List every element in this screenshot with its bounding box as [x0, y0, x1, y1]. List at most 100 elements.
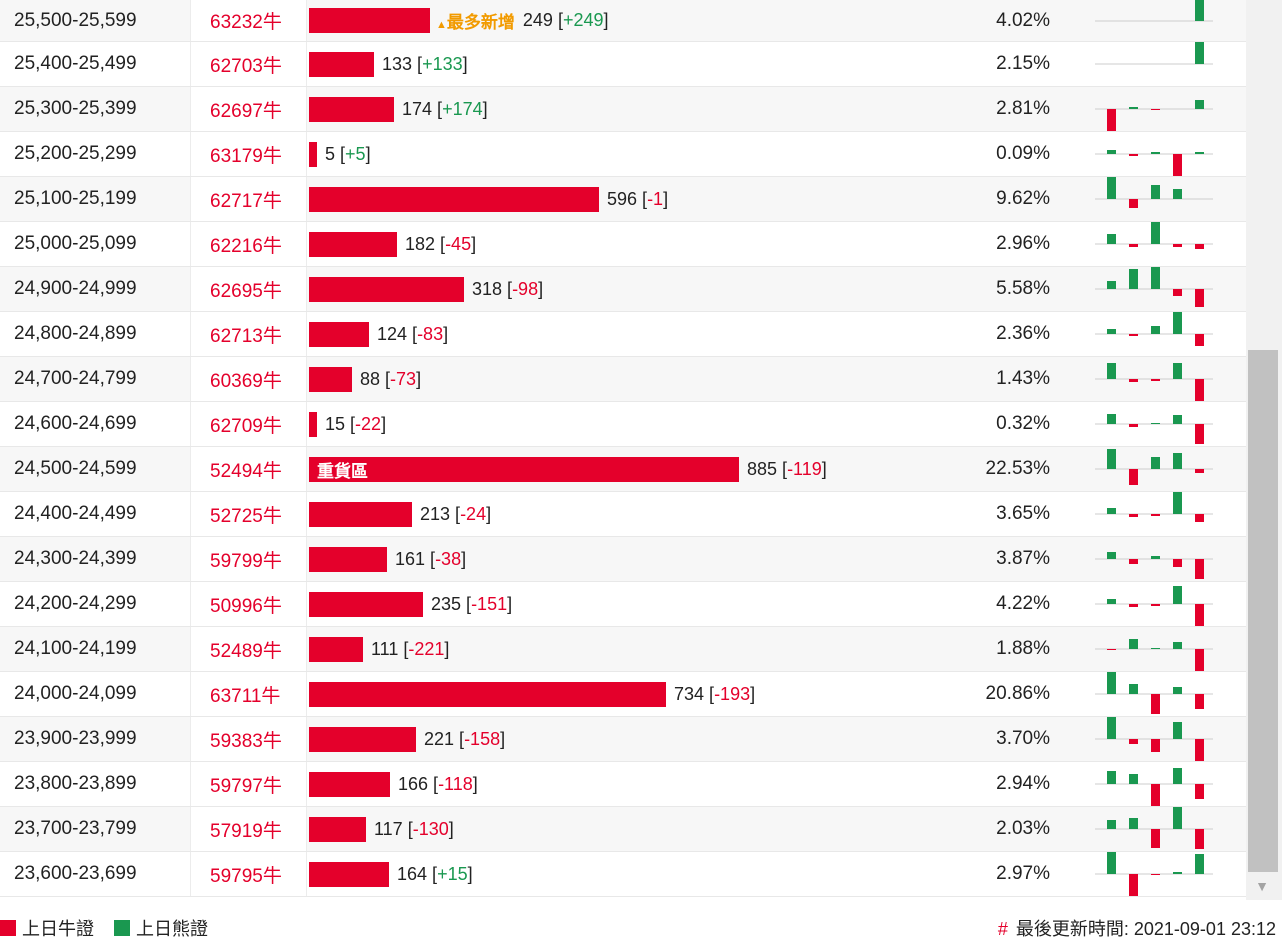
trend-sparkline: [1095, 267, 1215, 311]
sparkline-bar: [1129, 107, 1138, 109]
warrant-code-link[interactable]: 60369牛: [210, 370, 282, 392]
quantity-bar-cell: 88 [-73]: [309, 357, 421, 401]
warrant-code-link[interactable]: 63232牛: [210, 12, 282, 33]
quantity-bar-cell: 117 [-130]: [309, 807, 454, 851]
warrant-code-link[interactable]: 59799牛: [210, 550, 282, 572]
strike-range: 24,700-24,799: [14, 368, 137, 389]
warrant-code-link[interactable]: 62697牛: [210, 100, 282, 122]
scrollbar[interactable]: ▼: [1246, 0, 1282, 900]
table-row: 25,400-25,499 62703牛 133 [+133] 2.15%: [0, 42, 1246, 87]
quantity-bar: [309, 591, 423, 617]
warrant-code-link[interactable]: 62713牛: [210, 325, 282, 347]
trend-sparkline: [1095, 0, 1215, 41]
legend-bear-label: 上日熊證: [136, 919, 208, 939]
warrant-code-link[interactable]: 63179牛: [210, 145, 282, 167]
sparkline-bar: [1129, 199, 1138, 208]
warrant-code-link[interactable]: 62717牛: [210, 190, 282, 212]
bracket-open: [: [380, 368, 391, 389]
table-row: 24,900-24,999 62695牛 318 [-98] 5.58%: [0, 267, 1246, 312]
code-cell-bg: [190, 807, 307, 851]
bracket-open: [: [427, 863, 438, 884]
warrant-code-link[interactable]: 52489牛: [210, 640, 282, 662]
quantity-bar: [309, 276, 464, 302]
cbbc-distribution-table: 25,500-25,599 63232牛 ▲最多新增 249 [+249] 4.02% 2…: [0, 0, 1246, 897]
warrant-code-link[interactable]: 50996牛: [210, 595, 282, 617]
code-cell-bg: [190, 222, 307, 266]
bracket-open: [: [454, 728, 465, 749]
sparkline-bar: [1129, 244, 1138, 247]
sparkline-bar: [1195, 694, 1204, 709]
quantity-bar-cell: 221 [-158]: [309, 717, 505, 761]
table-row: 24,400-24,499 52725牛 213 [-24] 3.65%: [0, 492, 1246, 537]
quantity-bar: [309, 186, 599, 212]
sparkline-bar: [1107, 150, 1116, 154]
sparkline-bar: [1195, 559, 1204, 579]
percentage: 2.81%: [996, 98, 1050, 119]
sparkline-bar: [1151, 185, 1160, 199]
sparkline-bar: [1107, 234, 1116, 244]
percentage: 1.43%: [996, 368, 1050, 389]
code-cell-bg: [190, 312, 307, 356]
sparkline-bar: [1173, 687, 1182, 694]
change-value: -151: [471, 593, 508, 614]
bracket-close: ]: [486, 503, 492, 524]
quantity-value: 5: [325, 143, 336, 164]
percentage: 1.88%: [996, 638, 1050, 659]
warrant-code-link[interactable]: 52494牛: [210, 460, 282, 482]
sparkline-bar: [1107, 717, 1116, 739]
strike-range: 24,000-24,099: [14, 683, 137, 704]
quantity-bar-cell: 重貨區 885 [-119]: [309, 447, 827, 491]
sparkline-bar: [1173, 559, 1182, 567]
code-cell-bg: [190, 672, 307, 716]
bracket-close: ]: [482, 98, 488, 119]
scroll-down-arrow-icon[interactable]: ▼: [1255, 878, 1269, 894]
code-cell-bg: [190, 132, 307, 176]
percentage: 5.58%: [996, 278, 1050, 299]
warrant-code-link[interactable]: 63711牛: [210, 685, 281, 707]
table-row: 24,300-24,399 59799牛 161 [-38] 3.87%: [0, 537, 1246, 582]
warrant-code-link[interactable]: 59797牛: [210, 775, 282, 797]
bracket-open: [: [552, 10, 563, 30]
sparkline-bar: [1195, 784, 1204, 799]
sparkline-bar: [1173, 289, 1182, 296]
percentage: 2.03%: [996, 818, 1050, 839]
trend-sparkline: [1095, 42, 1215, 86]
warrant-code-link[interactable]: 57919牛: [210, 820, 282, 842]
quantity-change: 174 [+174]: [402, 99, 488, 120]
sparkline-bar: [1151, 784, 1160, 806]
sparkline-bar: [1173, 312, 1182, 334]
sparkline-bar: [1173, 363, 1182, 379]
strike-range: 24,300-24,399: [14, 548, 137, 569]
warrant-code-link[interactable]: 62216牛: [210, 235, 282, 257]
change-value: -118: [438, 773, 473, 794]
warrant-code-link[interactable]: 62695牛: [210, 280, 282, 302]
quantity-bar-cell: 166 [-118]: [309, 762, 478, 806]
quantity-change: 164 [+15]: [397, 864, 473, 885]
warrant-code-link[interactable]: 62709牛: [210, 415, 282, 437]
percentage: 4.22%: [996, 593, 1050, 614]
code-cell-bg: [190, 402, 307, 446]
quantity-value: 124: [377, 323, 408, 344]
quantity-bar-cell: 182 [-45]: [309, 222, 476, 266]
quantity-bar-cell: 734 [-193]: [309, 672, 755, 716]
change-value: -119: [787, 458, 822, 479]
warrant-code-link[interactable]: 59795牛: [210, 865, 282, 887]
sparkline-bar: [1107, 771, 1116, 784]
table-row: 23,700-23,799 57919牛 117 [-130] 2.03%: [0, 807, 1246, 852]
quantity-bar: [309, 501, 412, 527]
sparkline-bar: [1151, 457, 1160, 469]
scrollbar-thumb[interactable]: [1248, 350, 1278, 872]
quantity-bar-cell: 124 [-83]: [309, 312, 448, 356]
quantity-bar-cell: 213 [-24]: [309, 492, 491, 536]
sparkline-bar: [1107, 820, 1116, 829]
warrant-code-link[interactable]: 59383牛: [210, 730, 282, 752]
bracket-close: ]: [750, 683, 756, 704]
warrant-code-link[interactable]: 52725牛: [210, 505, 282, 527]
bracket-close: ]: [507, 593, 513, 614]
legend-bear: 上日熊證: [114, 915, 208, 941]
sparkline-bar: [1129, 639, 1138, 649]
sparkline-bar: [1107, 649, 1116, 650]
bracket-close: ]: [500, 728, 506, 749]
sparkline-bar: [1195, 0, 1204, 21]
warrant-code-link[interactable]: 62703牛: [210, 55, 282, 77]
